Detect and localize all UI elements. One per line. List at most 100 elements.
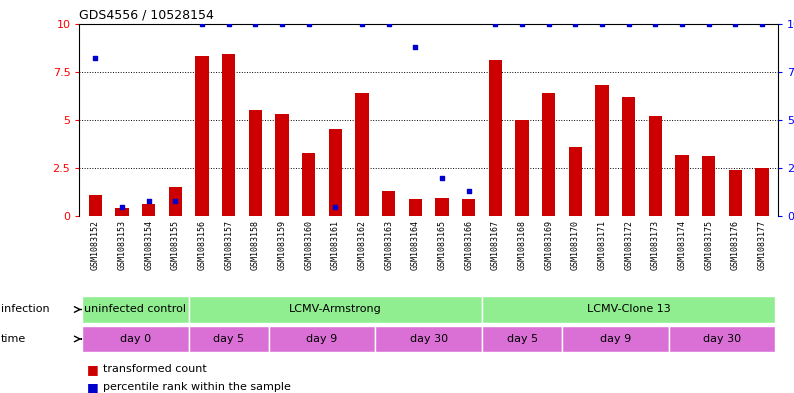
Text: day 30: day 30 [410,334,448,344]
Text: GSM1083158: GSM1083158 [251,220,260,270]
Point [222,20,235,27]
Point [703,20,715,27]
Text: GSM1083176: GSM1083176 [731,220,740,270]
Bar [729,170,742,216]
Text: GDS4556 / 10528154: GDS4556 / 10528154 [79,8,214,21]
Point [303,20,315,27]
Text: transformed count: transformed count [103,364,207,375]
Text: day 0: day 0 [120,334,151,344]
Text: day 5: day 5 [507,334,538,344]
Point [276,20,288,27]
Text: GSM1083164: GSM1083164 [411,220,420,270]
Point [196,20,209,27]
Bar [409,199,422,216]
Point [356,20,368,27]
Bar [649,116,662,216]
Point [489,20,502,27]
Point [383,20,395,27]
Point [569,20,582,27]
Text: GSM1083171: GSM1083171 [598,220,607,270]
Text: GSM1083157: GSM1083157 [224,220,233,270]
Text: GSM1083159: GSM1083159 [278,220,287,270]
Bar [622,97,635,216]
Text: GSM1083175: GSM1083175 [704,220,713,270]
Text: day 9: day 9 [599,334,631,344]
Bar [89,195,102,216]
Text: percentile rank within the sample: percentile rank within the sample [103,382,291,392]
Text: GSM1083167: GSM1083167 [491,220,500,270]
Bar [249,110,262,216]
Text: day 5: day 5 [213,334,245,344]
Bar [562,326,669,352]
Point [249,20,262,27]
Text: GSM1083163: GSM1083163 [384,220,393,270]
Text: GSM1083161: GSM1083161 [331,220,340,270]
Bar [276,114,289,216]
Point [116,204,129,210]
Bar [356,93,368,216]
Text: GSM1083154: GSM1083154 [145,220,153,270]
Point [596,20,608,27]
Point [89,55,102,61]
Text: GSM1083152: GSM1083152 [91,220,100,270]
Bar [482,296,776,323]
Bar [462,199,476,216]
Bar [435,198,449,216]
Point [142,198,155,204]
Bar [669,326,776,352]
Text: infection: infection [1,305,49,314]
Text: GSM1083153: GSM1083153 [118,220,126,270]
Text: uninfected control: uninfected control [84,305,187,314]
Bar [702,156,715,216]
Bar [755,168,769,216]
Bar [382,191,395,216]
Bar [142,204,156,216]
Bar [82,326,189,352]
Point [542,20,555,27]
Text: day 9: day 9 [306,334,337,344]
Text: LCMV-Armstrong: LCMV-Armstrong [289,305,382,314]
Text: GSM1083170: GSM1083170 [571,220,580,270]
Point [462,188,475,194]
Text: day 30: day 30 [703,334,741,344]
Text: GSM1083165: GSM1083165 [437,220,446,270]
Text: GSM1083168: GSM1083168 [518,220,526,270]
Bar [676,154,688,216]
Bar [515,120,529,216]
Bar [195,56,209,216]
Point [409,44,422,50]
Text: GSM1083160: GSM1083160 [304,220,314,270]
Point [622,20,635,27]
Bar [115,208,129,216]
Point [756,20,769,27]
Bar [482,326,562,352]
Bar [329,129,342,216]
Text: ■: ■ [87,380,99,393]
Text: GSM1083174: GSM1083174 [677,220,687,270]
Text: GSM1083155: GSM1083155 [171,220,180,270]
Point [676,20,688,27]
Text: GSM1083173: GSM1083173 [651,220,660,270]
Bar [489,60,502,216]
Bar [82,296,189,323]
Bar [376,326,482,352]
Point [436,174,449,181]
Point [516,20,529,27]
Text: GSM1083166: GSM1083166 [464,220,473,270]
Text: time: time [1,334,26,344]
Bar [189,326,268,352]
Point [329,204,341,210]
Bar [222,54,235,216]
Point [649,20,661,27]
Bar [569,147,582,216]
Bar [596,85,609,216]
Text: GSM1083172: GSM1083172 [624,220,634,270]
Text: ■: ■ [87,363,99,376]
Bar [302,152,315,216]
Text: GSM1083156: GSM1083156 [198,220,206,270]
Bar [268,326,376,352]
Bar [542,93,556,216]
Text: GSM1083169: GSM1083169 [544,220,553,270]
Text: LCMV-Clone 13: LCMV-Clone 13 [587,305,671,314]
Bar [189,296,482,323]
